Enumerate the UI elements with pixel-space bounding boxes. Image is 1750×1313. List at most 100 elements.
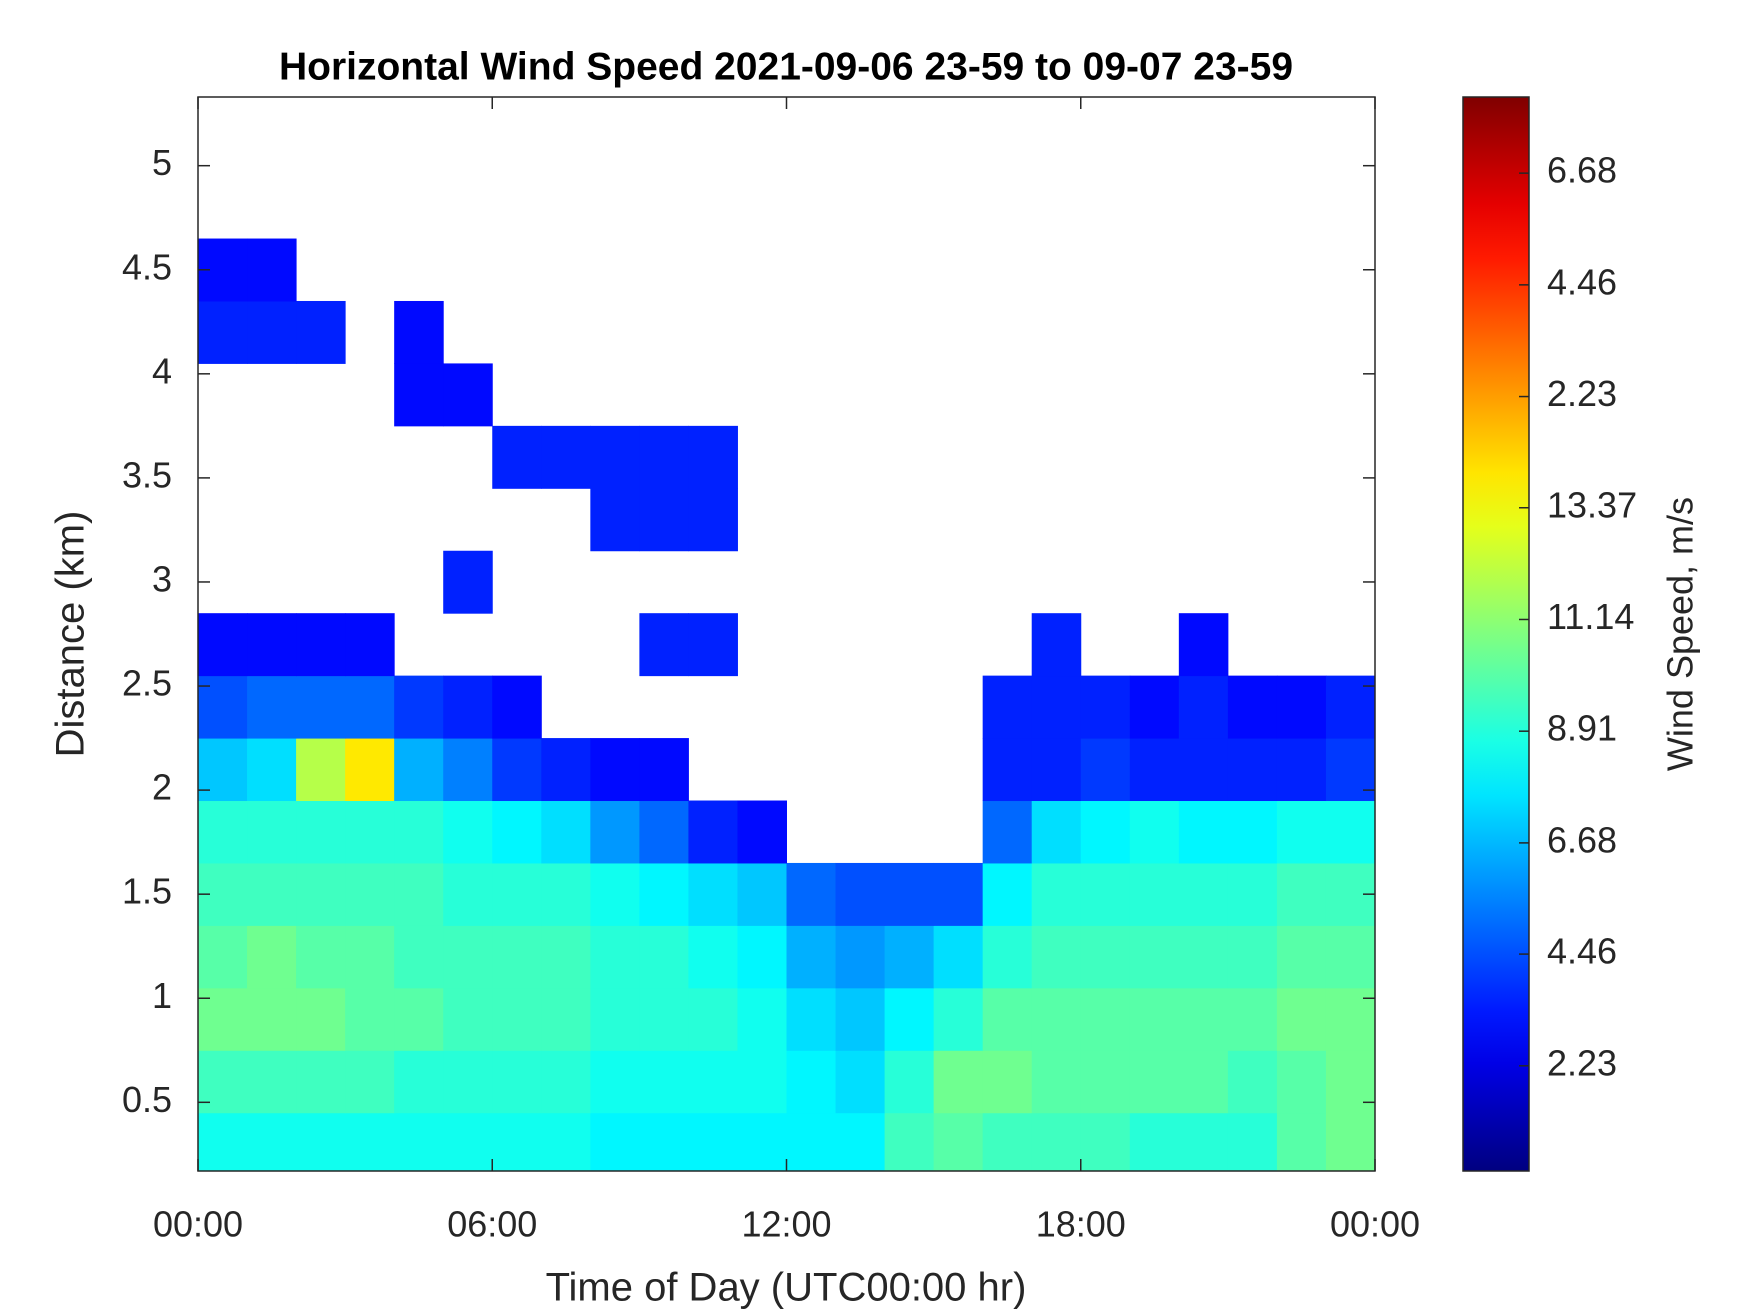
heat-cell <box>835 862 886 926</box>
heat-cell <box>688 987 738 1051</box>
heat-cell <box>345 987 395 1051</box>
heat-cell <box>1129 987 1180 1051</box>
heat-cell <box>1276 800 1327 864</box>
heat-cell <box>982 862 1033 926</box>
heat-cell <box>786 925 837 989</box>
heat-cell <box>198 800 248 864</box>
heat-cell <box>639 613 689 677</box>
heat-cell <box>982 1050 1033 1114</box>
heat-cell <box>296 987 346 1051</box>
heat-cell <box>1080 1112 1131 1171</box>
heat-cell <box>443 1112 493 1171</box>
heat-cell <box>786 1050 837 1114</box>
heat-cell <box>443 675 493 739</box>
heat-cell <box>982 738 1033 802</box>
heat-cell <box>737 925 787 989</box>
colorbar-tick-label: 11.14 <box>1547 596 1634 637</box>
heat-cell <box>541 1050 591 1114</box>
heat-cell <box>247 800 297 864</box>
heat-cell <box>345 738 395 802</box>
heat-cell <box>1129 738 1180 802</box>
heat-cell <box>492 1050 542 1114</box>
heat-cell <box>296 925 346 989</box>
heat-cell <box>1227 987 1278 1051</box>
heat-cell <box>688 925 738 989</box>
heat-cell <box>1276 675 1327 739</box>
heat-cell <box>541 425 591 489</box>
heat-cell <box>1227 925 1278 989</box>
y-axis-label: Distance (km) <box>49 511 93 758</box>
heat-cell <box>443 363 493 427</box>
heat-cell <box>1031 800 1082 864</box>
heat-cell <box>1178 613 1229 677</box>
heat-cell <box>884 862 935 926</box>
heat-cell <box>1227 800 1278 864</box>
heat-cell <box>639 1050 689 1114</box>
heat-cell <box>1276 1112 1327 1171</box>
heat-cell <box>345 862 395 926</box>
y-tick-label: 3 <box>152 558 172 599</box>
heat-cell <box>590 1050 640 1114</box>
heat-cell <box>1080 987 1131 1051</box>
heat-cell <box>541 987 591 1051</box>
heat-cell <box>296 1112 346 1171</box>
heat-cell <box>247 675 297 739</box>
heat-cell <box>345 1112 395 1171</box>
heat-cell <box>345 800 395 864</box>
heat-cell <box>982 800 1033 864</box>
heat-cell <box>1227 738 1278 802</box>
colorbar-tick-label: 4.46 <box>1547 931 1617 972</box>
heat-cell <box>443 1050 493 1114</box>
heat-cell <box>492 1112 542 1171</box>
heat-cell <box>345 925 395 989</box>
x-tick-label: 12:00 <box>741 1204 831 1245</box>
y-tick-label: 4.5 <box>122 246 172 287</box>
heat-cell <box>933 925 984 989</box>
heat-cell <box>1227 675 1278 739</box>
heat-cell <box>688 488 738 552</box>
x-tick-label: 18:00 <box>1036 1204 1126 1245</box>
heat-cell <box>394 675 444 739</box>
heat-cell <box>1325 738 1375 802</box>
heat-cell <box>590 925 640 989</box>
heat-cell <box>1080 862 1131 926</box>
colorbar-tick-label: 4.46 <box>1547 261 1617 302</box>
heat-cell <box>1325 925 1375 989</box>
heat-cell <box>394 1050 444 1114</box>
heat-cell <box>688 1050 738 1114</box>
heat-cell <box>835 925 886 989</box>
heat-cell <box>198 925 248 989</box>
heatmap <box>198 238 1375 1171</box>
heat-cell <box>1325 1112 1375 1171</box>
heat-cell <box>884 1112 935 1171</box>
heat-cell <box>1178 1050 1229 1114</box>
heat-cell <box>835 1050 886 1114</box>
heat-cell <box>1325 1050 1375 1114</box>
y-tick-label: 0.5 <box>122 1079 172 1120</box>
heat-cell <box>443 800 493 864</box>
heat-cell <box>247 925 297 989</box>
heat-cell <box>1276 925 1327 989</box>
heat-cell <box>541 925 591 989</box>
heat-cell <box>1080 738 1131 802</box>
heat-cell <box>688 1112 738 1171</box>
x-tick-label: 00:00 <box>153 1204 243 1245</box>
heat-cell <box>247 238 297 302</box>
heat-cell <box>590 425 640 489</box>
heat-cell <box>492 425 542 489</box>
y-tick-label: 2.5 <box>122 663 172 704</box>
colorbar-tick-label: 2.23 <box>1547 373 1617 414</box>
heat-cell <box>1227 1112 1278 1171</box>
heat-cell <box>639 488 689 552</box>
heat-cell <box>933 862 984 926</box>
heat-cell <box>394 1112 444 1171</box>
heat-cell <box>786 862 837 926</box>
heat-cell <box>737 1050 787 1114</box>
heat-cell <box>492 800 542 864</box>
heat-cell <box>394 925 444 989</box>
heat-cell <box>737 800 787 864</box>
heat-cell <box>737 1112 787 1171</box>
heat-cell <box>639 1112 689 1171</box>
heat-cell <box>688 613 738 677</box>
heat-cell <box>247 862 297 926</box>
